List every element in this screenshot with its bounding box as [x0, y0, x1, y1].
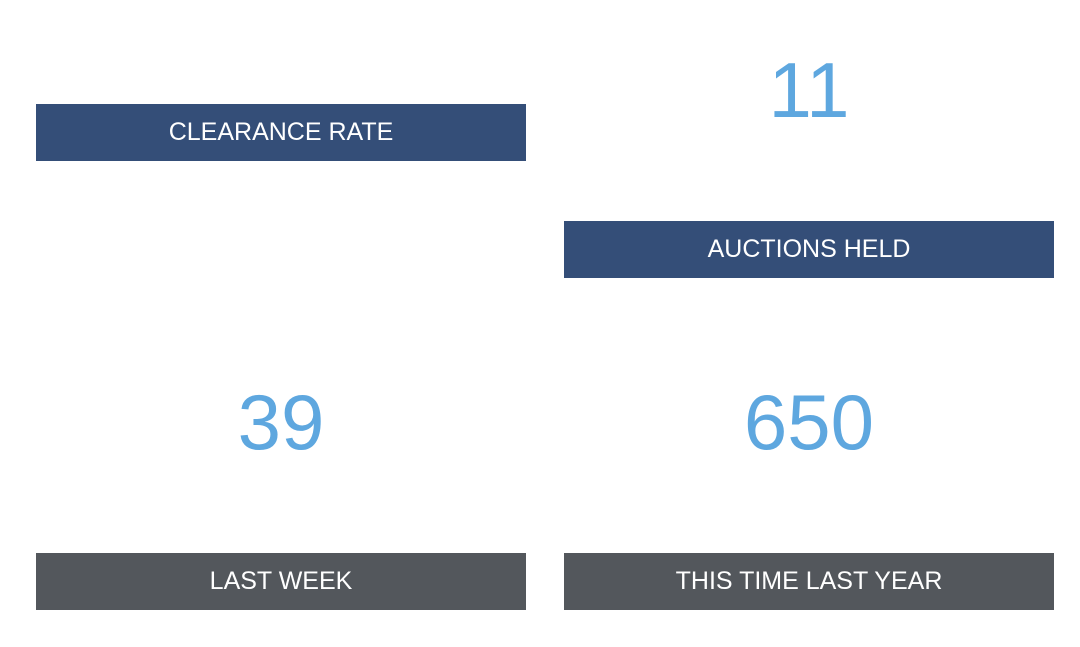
- auctions-held-header: AUCTIONS HELD: [564, 221, 1054, 278]
- last-week-value: 39: [237, 378, 325, 466]
- auctions-held-value: 11: [768, 46, 850, 134]
- last-year-value: 650: [743, 378, 875, 466]
- clearance-rate-header: CLEARANCE RATE: [36, 104, 526, 161]
- last-year-label: THIS TIME LAST YEAR: [564, 553, 1054, 610]
- last-week-label: LAST WEEK: [36, 553, 526, 610]
